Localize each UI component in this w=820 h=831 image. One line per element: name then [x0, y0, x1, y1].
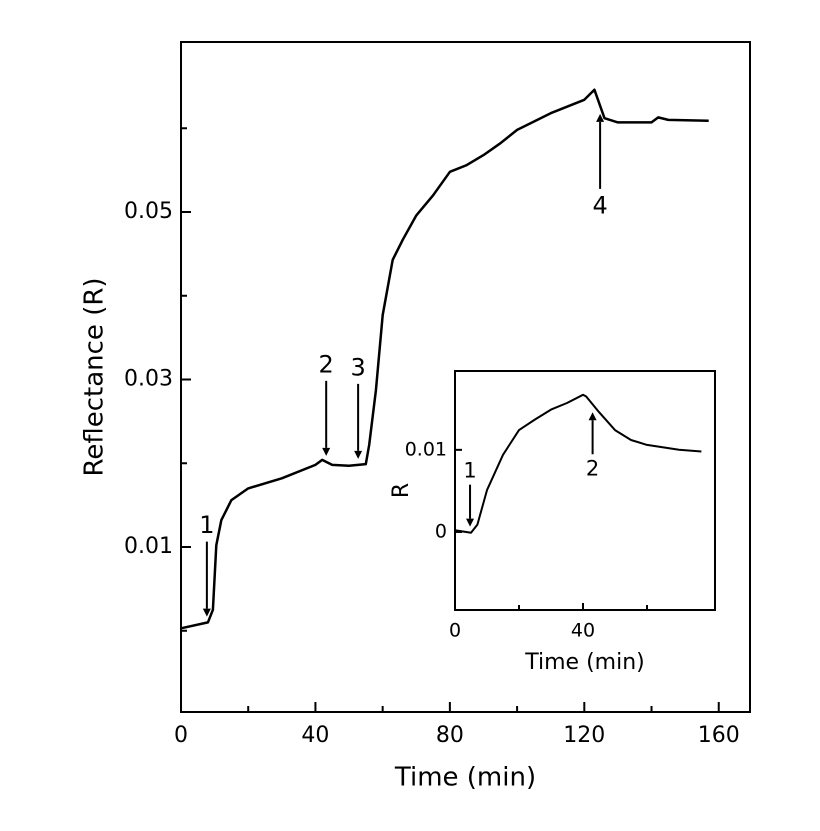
annotation-arrowhead — [202, 608, 211, 617]
x-tick-label: 120 — [563, 723, 605, 748]
x-tick-label: 40 — [301, 723, 329, 748]
x-axis-label: Time (min) — [524, 650, 645, 675]
y-tick-label: 0 — [435, 520, 447, 542]
annotation-arrowhead — [596, 113, 605, 122]
annotation-label: 1 — [463, 458, 476, 482]
plot-frame — [454, 370, 716, 611]
y-tick-label: 0.01 — [405, 438, 447, 460]
x-tick-label: 160 — [698, 723, 740, 748]
x-tick-label: 40 — [571, 619, 595, 641]
y-tick-label: 0.05 — [124, 199, 173, 224]
annotation-label: 2 — [319, 351, 334, 379]
x-tick-label: 0 — [174, 723, 188, 748]
annotation-arrowhead — [466, 518, 475, 527]
annotation-label: 1 — [199, 511, 214, 539]
annotation-arrowhead — [588, 412, 597, 421]
y-tick-label: 0.03 — [124, 367, 173, 392]
annotation-label: 2 — [586, 456, 599, 480]
annotation-arrowhead — [354, 450, 363, 459]
y-axis-label: Reflectance (R) — [80, 277, 110, 476]
x-axis-label: Time (min) — [394, 763, 536, 793]
annotation-label: 3 — [350, 353, 365, 381]
annotation-arrowhead — [322, 447, 331, 456]
x-tick-label: 80 — [436, 723, 464, 748]
annotation-label: 4 — [592, 191, 607, 219]
y-axis-label: R — [389, 483, 414, 498]
data-line — [454, 393, 702, 534]
data-line — [180, 88, 709, 630]
x-tick-label: 0 — [449, 619, 461, 641]
y-tick-label: 0.01 — [124, 534, 173, 559]
